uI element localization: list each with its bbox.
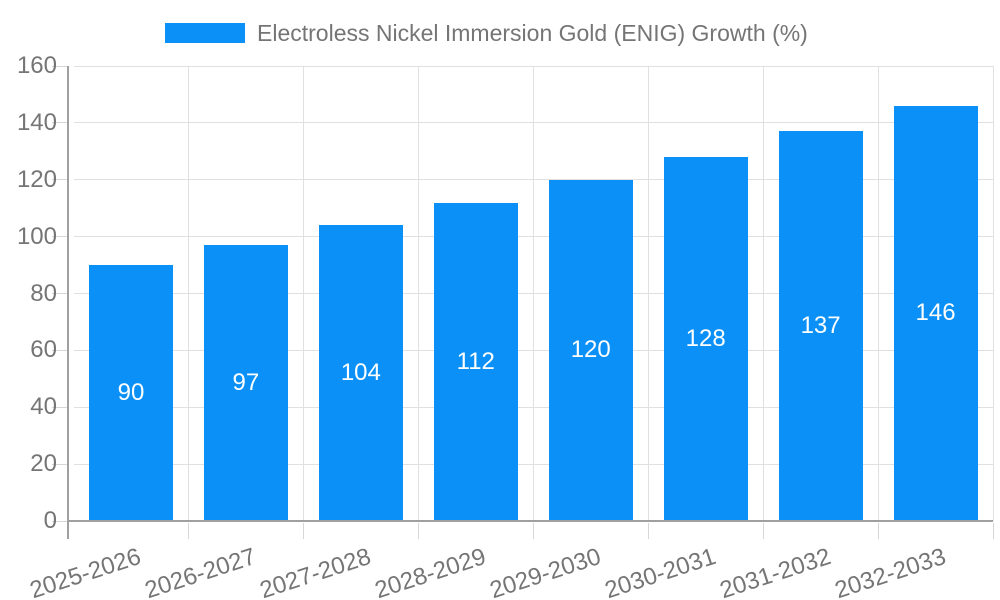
- y-tick-label: 140: [16, 108, 57, 136]
- x-tick-label: 2025-2026: [26, 543, 145, 600]
- y-tick-mark: [52, 463, 67, 465]
- y-tick-mark: [52, 520, 67, 522]
- x-tick-label: 2030-2031: [601, 543, 719, 600]
- y-tick-mark: [52, 349, 67, 351]
- v-gridline: [187, 66, 189, 521]
- x-tick-mark: [187, 523, 189, 539]
- bar-value-label: 97: [232, 369, 260, 397]
- bar[interactable]: 120: [548, 179, 633, 521]
- y-tick-mark: [52, 293, 67, 294]
- x-tick-label: 2029-2030: [486, 543, 605, 600]
- bar-value-label: 146: [915, 299, 956, 327]
- x-tick-label: 2027-2028: [256, 543, 375, 600]
- y-tick-mark: [52, 179, 67, 181]
- bar-value-label: 112: [456, 347, 495, 375]
- x-tick-mark: [647, 523, 649, 539]
- x-tick-mark: [417, 523, 419, 539]
- bar[interactable]: 137: [778, 131, 863, 521]
- x-tick-label: 2028-2029: [371, 543, 490, 600]
- y-tick-mark: [52, 406, 67, 408]
- bar-value-label: 128: [685, 325, 726, 352]
- v-gridline: [762, 66, 764, 521]
- bar[interactable]: 128: [663, 157, 748, 521]
- v-gridline: [417, 66, 419, 521]
- y-tick-label: 60: [30, 336, 57, 364]
- y-tick-label: 20: [30, 450, 57, 478]
- x-tick-mark: [992, 523, 994, 539]
- y-tick-label: 80: [30, 279, 57, 307]
- y-tick-mark: [52, 122, 67, 124]
- y-tick-label: 0: [43, 507, 57, 534]
- bar-value-label: 120: [570, 336, 611, 364]
- v-gridline: [532, 66, 534, 521]
- bar-value-label: 104: [340, 359, 381, 387]
- y-tick-label: 160: [16, 52, 57, 79]
- bar[interactable]: 104: [318, 225, 403, 521]
- v-gridline: [992, 66, 994, 521]
- y-tick-mark: [52, 65, 67, 67]
- y-tick-label: 100: [16, 222, 57, 250]
- x-tick-label: 2031-2032: [716, 543, 834, 600]
- x-tick-label: 2026-2027: [141, 543, 260, 600]
- x-tick-mark: [762, 523, 764, 539]
- bar[interactable]: 112: [433, 202, 518, 521]
- bar-value-label: 90: [117, 379, 145, 407]
- v-gridline: [877, 66, 879, 521]
- x-tick-mark: [532, 523, 534, 539]
- y-tick-label: 120: [16, 165, 57, 193]
- v-gridline: [302, 66, 304, 521]
- v-gridline: [647, 66, 649, 521]
- x-tick-mark: [877, 523, 879, 539]
- x-tick-mark: [302, 523, 304, 539]
- legend-swatch: [165, 23, 245, 43]
- bar[interactable]: 90: [88, 265, 173, 521]
- x-tick-label: 2032-2033: [831, 543, 949, 600]
- y-axis-line: [67, 66, 69, 539]
- bar[interactable]: 97: [203, 245, 288, 521]
- legend-label: Electroless Nickel Immersion Gold (ENIG)…: [257, 20, 808, 46]
- y-tick-label: 40: [30, 393, 57, 421]
- bar-value-label: 137: [800, 312, 841, 340]
- x-axis-line: [67, 520, 993, 522]
- bar[interactable]: 146: [893, 105, 978, 521]
- y-tick-mark: [52, 236, 67, 238]
